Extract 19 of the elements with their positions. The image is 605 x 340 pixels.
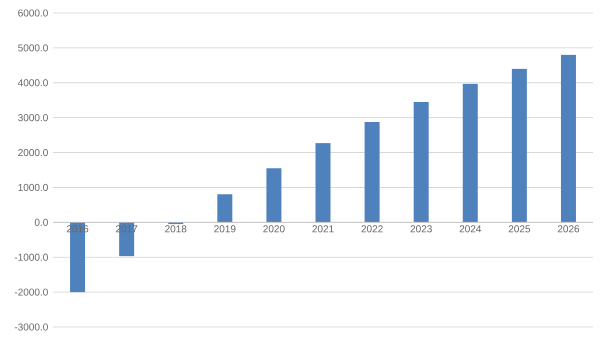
x-tick-label: 2021 <box>312 225 334 232</box>
x-tick-label: 2020 <box>263 225 285 232</box>
y-tick-label: -1000.0 <box>14 254 48 261</box>
y-tick-label: 4000.0 <box>18 79 48 86</box>
y-tick-label: 5000.0 <box>18 44 48 52</box>
x-tick-label: 2024 <box>460 225 482 232</box>
x-tick-label: 2019 <box>214 225 236 232</box>
y-tick-label: 3000.0 <box>18 114 48 122</box>
x-tick-label: 2025 <box>508 225 530 232</box>
y-tick-label: -3000.0 <box>14 323 48 331</box>
y-tick-label: 1000.0 <box>18 184 48 191</box>
y-tick-label: 0.0 <box>34 218 48 226</box>
x-tick-label: 2022 <box>361 225 383 232</box>
x-tick-label: 2023 <box>410 225 432 232</box>
y-tick-label: 6000.0 <box>18 9 48 17</box>
x-tick-label: 2026 <box>558 225 580 232</box>
y-tick-label: -2000.0 <box>14 288 48 296</box>
y-tick-label: 2000.0 <box>18 149 48 156</box>
x-tick-label: 2018 <box>165 225 186 232</box>
